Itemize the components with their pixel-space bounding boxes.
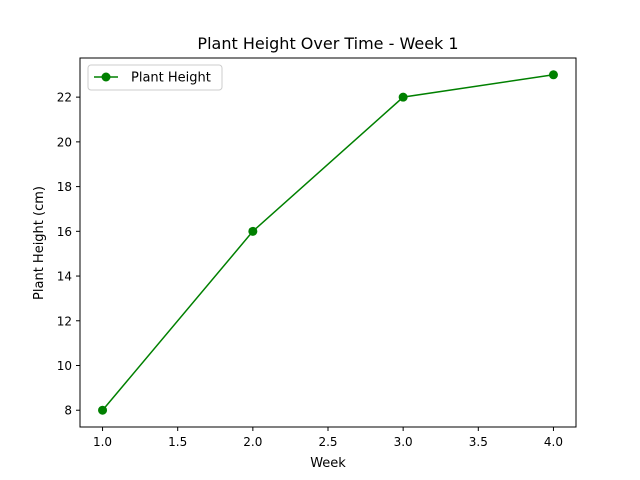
series-layer [98,70,558,415]
data-point [398,92,408,102]
y-tick-label: 8 [64,404,72,418]
x-axis: 1.0 1.5 2.0 2.5 3.0 3.5 4.0 [93,427,563,449]
legend-marker-swatch [101,72,111,82]
data-point [548,70,558,80]
x-tick-label: 2.0 [243,435,262,449]
x-tick-label: 1.0 [93,435,112,449]
y-axis-label: Plant Height (cm) [32,186,47,300]
x-tick-label: 3.5 [469,435,488,449]
y-tick-label: 10 [57,359,72,373]
data-point [248,226,258,236]
x-tick-label: 3.0 [394,435,413,449]
legend: Plant Height [87,64,223,91]
chart-title: Plant Height Over Time - Week 1 [197,34,458,53]
y-tick-label: 22 [57,91,72,105]
series-line [101,74,554,411]
y-tick-label: 14 [57,270,72,284]
x-tick-label: 4.0 [544,435,563,449]
x-tick-label: 2.5 [318,435,337,449]
x-axis-label: Week [310,456,346,471]
y-tick-label: 18 [57,180,72,194]
legend-frame [87,64,223,91]
y-tick-label: 20 [57,135,72,149]
legend-entry-label: Plant Height [131,71,211,86]
data-point [98,405,108,415]
y-tick-label: 12 [57,314,72,328]
y-axis: 8 10 12 14 16 18 20 22 [57,91,80,418]
y-tick-label: 16 [57,225,72,239]
x-tick-label: 1.5 [168,435,187,449]
